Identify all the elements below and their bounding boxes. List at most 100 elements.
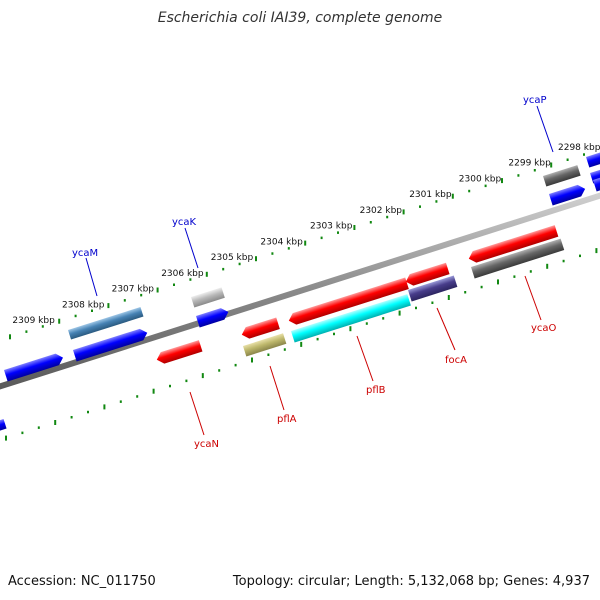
scale-tick xyxy=(501,178,503,184)
scale-tick xyxy=(451,193,454,199)
gene-label-ycaO[interactable]: ycaO xyxy=(531,323,557,334)
scale-tick xyxy=(419,205,421,208)
gene-feature[interactable] xyxy=(467,225,559,264)
scale-tick xyxy=(497,279,499,285)
scale-tick xyxy=(566,158,569,161)
scale-tick xyxy=(386,215,389,219)
scale-tick xyxy=(529,270,532,273)
outer-scale-track xyxy=(9,153,585,340)
gene-feature[interactable] xyxy=(73,327,149,362)
scale-tick-label: 2307 kbp xyxy=(112,285,155,295)
scale-tick xyxy=(238,262,241,266)
gene-feature[interactable] xyxy=(4,352,65,382)
scale-tick xyxy=(54,420,57,425)
scale-tick-label: 2301 kbp xyxy=(409,190,452,200)
gene-label-pflB[interactable]: pflB xyxy=(366,385,386,396)
scale-tick xyxy=(369,221,372,224)
gene-feature[interactable] xyxy=(196,306,230,328)
scale-tick xyxy=(484,184,487,188)
gene-feature[interactable] xyxy=(586,147,600,168)
scale-tick xyxy=(464,291,467,294)
scale-tick-label: 2304 kbp xyxy=(260,237,303,247)
scale-tick-label: 2309 kbp xyxy=(12,316,55,326)
scale-tick xyxy=(533,169,536,172)
scale-tick xyxy=(316,337,319,341)
inner-scale-track xyxy=(5,248,598,441)
scale-tick xyxy=(480,285,483,289)
genes-reverse-strand xyxy=(0,238,565,432)
scale-tick-label: 2302 kbp xyxy=(360,206,403,216)
scale-tick-label: 2308 kbp xyxy=(62,300,105,310)
gene-feature[interactable] xyxy=(240,317,280,341)
gene-feature[interactable] xyxy=(0,418,7,432)
scale-tick xyxy=(546,263,549,269)
scale-tick xyxy=(550,162,553,168)
scale-tick xyxy=(70,416,73,419)
gene-label-ycaM[interactable]: ycaM xyxy=(72,248,98,259)
scale-tick xyxy=(583,153,585,156)
gene-label-pflA[interactable]: pflA xyxy=(277,414,297,425)
gene-label-ycaK[interactable]: ycaK xyxy=(172,217,197,228)
gene-feature[interactable] xyxy=(287,277,409,327)
gene-feature-pflA[interactable] xyxy=(243,333,287,357)
scale-tick xyxy=(415,306,417,310)
gene-feature[interactable] xyxy=(549,183,587,206)
gene-label-ycaP[interactable]: ycaP xyxy=(523,95,547,106)
scale-tick xyxy=(402,209,405,215)
scale-tick xyxy=(283,348,286,351)
scale-tick xyxy=(382,317,385,320)
gene-feature-ycaK[interactable] xyxy=(191,287,225,308)
scale-tick xyxy=(300,341,303,347)
gene-label-focA[interactable]: focA xyxy=(445,355,467,366)
scale-tick-label: 2305 kbp xyxy=(211,253,254,263)
scale-tick xyxy=(431,301,434,304)
scale-tick xyxy=(107,303,110,309)
gene-feature-ycaO[interactable] xyxy=(471,238,565,279)
scale-tick xyxy=(234,363,237,367)
gene-feature-ycaN[interactable] xyxy=(155,340,203,365)
scale-tick xyxy=(87,410,89,414)
gene-feature[interactable] xyxy=(404,262,450,288)
scale-tick-label: 2303 kbp xyxy=(310,222,353,232)
scale-tick xyxy=(468,189,471,193)
scale-tick xyxy=(218,369,221,372)
scale-tick-label: 2299 kbp xyxy=(508,159,551,169)
gene-label-ycaN[interactable]: ycaN xyxy=(194,439,219,450)
gene-labels: ycaP ycaK ycaM ycaO focA pflB pflA ycaN xyxy=(72,95,557,450)
scale-tick xyxy=(349,326,352,332)
gene-feature[interactable] xyxy=(593,173,600,192)
scale-tick xyxy=(140,293,143,297)
scale-tick xyxy=(398,310,401,316)
scale-tick xyxy=(562,259,565,263)
gene-feature-ycaM[interactable] xyxy=(68,307,144,340)
scale-tick xyxy=(136,395,139,398)
scale-tick xyxy=(333,332,335,336)
scale-tick-label: 2298 kbp xyxy=(558,143,600,153)
scale-tick xyxy=(267,353,270,356)
scale-tick-label: 2300 kbp xyxy=(459,174,502,184)
scale-tick xyxy=(201,373,204,379)
genome-backbone xyxy=(0,192,600,390)
scale-tick xyxy=(222,267,225,271)
scale-tick xyxy=(91,309,93,312)
scale-tick xyxy=(337,231,339,234)
scale-tick xyxy=(513,275,516,278)
scale-tick xyxy=(320,236,323,240)
gene-feature-ycaP[interactable] xyxy=(543,165,581,187)
scale-tick xyxy=(579,254,581,258)
scale-tick xyxy=(119,400,122,403)
scale-tick xyxy=(37,426,40,429)
gene-feature-pflB[interactable] xyxy=(291,294,411,343)
scale-tick xyxy=(9,334,11,340)
scale-tick xyxy=(74,314,77,318)
scale-tick xyxy=(353,225,356,230)
scale-tick xyxy=(123,299,126,302)
gene-feature-focA[interactable] xyxy=(408,275,458,302)
scale-tick xyxy=(304,240,307,246)
scale-tick xyxy=(21,431,24,435)
scale-tick xyxy=(447,295,450,300)
scale-tick xyxy=(365,322,368,325)
scale-tick xyxy=(41,325,44,328)
scale-tick xyxy=(173,283,175,286)
